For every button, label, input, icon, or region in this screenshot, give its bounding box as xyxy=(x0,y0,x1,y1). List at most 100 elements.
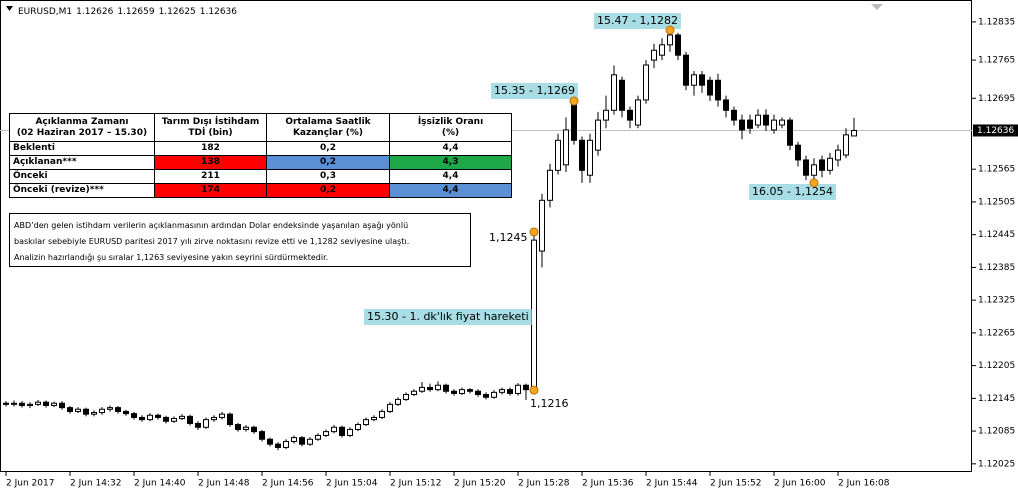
header-line: Açıklanma Zamanı xyxy=(35,116,129,127)
x-tick-label: 2 Jun 15:36 xyxy=(582,479,634,489)
candle-body xyxy=(299,437,305,445)
annotation-box xyxy=(364,309,532,325)
header-value: 1.12659 xyxy=(117,7,154,17)
candle-body xyxy=(811,164,817,176)
candle-body xyxy=(259,431,265,440)
candle-body xyxy=(747,119,753,129)
candle-body xyxy=(411,390,417,396)
candle-body xyxy=(347,428,353,436)
candle-body xyxy=(235,424,241,430)
x-tick-label: 2 Jun 14:40 xyxy=(134,479,186,489)
candle-body xyxy=(731,109,737,121)
table-row: Beklenti 182 0,2 4,4 xyxy=(9,141,512,156)
table-cell: Önceki (revize)*** xyxy=(9,183,155,198)
candle-body xyxy=(451,390,457,394)
y-tick-label: 1.12325 xyxy=(978,296,1015,306)
candle-body xyxy=(163,416,169,422)
candle-body xyxy=(355,424,361,430)
table-cell: Beklenti xyxy=(9,141,155,156)
candle-body xyxy=(379,410,385,418)
candle-body xyxy=(851,129,857,137)
candle-body xyxy=(139,416,145,421)
y-tick-label: 1.12265 xyxy=(978,328,1015,338)
candle-body xyxy=(403,394,409,400)
annotation-marker xyxy=(529,385,539,395)
candle-body xyxy=(699,74,705,86)
annotation-box xyxy=(491,83,578,99)
y-tick-label: 1.12445 xyxy=(978,230,1015,240)
x-tick-label: 2 Jun 14:32 xyxy=(70,479,121,489)
candle-body xyxy=(635,99,641,126)
candle-body xyxy=(35,401,41,405)
note-line: ABD’den gelen istihdam verilerin açıklan… xyxy=(14,221,409,230)
candle-body xyxy=(475,390,481,396)
candle-body xyxy=(107,407,113,410)
y-tick-label: 1.12565 xyxy=(978,165,1015,175)
candle-body xyxy=(491,391,497,398)
candle-body xyxy=(91,412,97,415)
header-cell: Tarım Dışı İstihdam TDİ (bin) xyxy=(154,113,267,142)
annotation-text: 15.35 - 1,1269 xyxy=(494,84,575,97)
candle-body xyxy=(203,419,209,428)
candle-body xyxy=(643,64,649,101)
header-line: (%) xyxy=(441,127,460,138)
candle-body xyxy=(307,438,313,445)
x-tick-label: 2 Jun 15:44 xyxy=(646,479,698,489)
header-line: TDİ (bin) xyxy=(188,127,233,138)
candle-body xyxy=(323,431,329,436)
candle-body xyxy=(211,416,217,421)
current-price-box xyxy=(973,124,1018,137)
candle-body xyxy=(483,394,489,398)
y-tick-label: 1.12205 xyxy=(978,361,1015,371)
candle-body xyxy=(587,139,593,176)
annotation-text: 1,1245 xyxy=(489,231,528,244)
header-line: Ortalama Saatlik xyxy=(285,116,371,127)
candle-body xyxy=(555,139,561,171)
candle-body xyxy=(275,443,281,448)
header-line: İşsizlik Oranı xyxy=(417,116,484,127)
y-tick-label: 1.12695 xyxy=(978,94,1015,104)
header-row: Açıklanma Zamanı (02 Haziran 2017 – 15.30… xyxy=(9,113,512,142)
table-cell: Açıklanan*** xyxy=(9,155,155,170)
candle-body xyxy=(627,109,633,121)
menu-arrow xyxy=(6,6,13,11)
note-line: baskılar sebebiyle EURUSD paritesi 2017 … xyxy=(14,237,410,246)
y-tick-label: 1.12765 xyxy=(978,56,1015,66)
candle-body xyxy=(67,407,73,412)
annotation-text: 1,1216 xyxy=(530,397,569,410)
table-cell: 211 xyxy=(154,169,267,184)
annotation-marker xyxy=(529,227,539,237)
candle-body xyxy=(595,119,601,151)
candle-body xyxy=(795,144,801,161)
candle-body xyxy=(419,386,425,392)
candle-body xyxy=(723,99,729,111)
annotation-box xyxy=(749,184,836,200)
candle-body xyxy=(59,402,65,409)
x-tick-label: 2 Jun 16:00 xyxy=(774,479,826,489)
candle-body xyxy=(11,402,17,405)
candle-body xyxy=(459,389,465,394)
candle-body xyxy=(315,434,321,440)
annotation-text: 15.47 - 1,1282 xyxy=(597,14,678,27)
table-row: Önceki 211 0,3 4,4 xyxy=(9,169,512,184)
candle-body xyxy=(187,415,193,424)
x-tick-label: 2 Jun 15:12 xyxy=(390,479,441,489)
candle-body xyxy=(427,386,433,391)
candle-body xyxy=(755,114,761,126)
candle-body xyxy=(563,129,569,166)
candle-body xyxy=(827,157,833,171)
candle-body xyxy=(131,413,137,418)
header-line: Kazançlar (%) xyxy=(292,127,364,138)
candle-body xyxy=(115,407,121,412)
y-tick-label: 1.12025 xyxy=(978,459,1015,469)
y-tick-label: 1.12145 xyxy=(978,394,1015,404)
table-cell: Önceki xyxy=(9,169,155,184)
candle-body xyxy=(507,389,513,394)
candle-body xyxy=(739,119,745,131)
table-row: Açıklanan*** 138 0,2 4,3 xyxy=(9,155,512,170)
candle-body xyxy=(611,74,617,111)
candle-body xyxy=(819,159,825,171)
x-tick-label: 2 Jun 14:56 xyxy=(262,479,314,489)
x-tick-label: 2 Jun 14:48 xyxy=(198,479,250,489)
